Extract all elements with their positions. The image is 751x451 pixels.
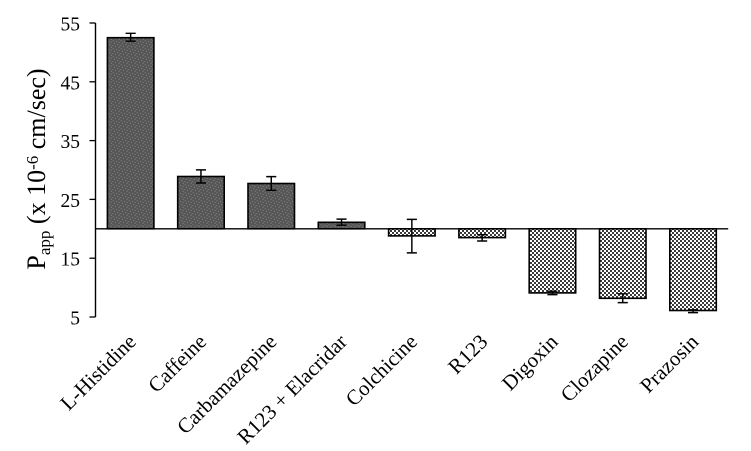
svg-text:L-Histidine: L-Histidine: [55, 329, 140, 414]
svg-text:R123: R123: [443, 329, 492, 378]
svg-text:35: 35: [61, 132, 81, 153]
svg-text:Prazosin: Prazosin: [635, 329, 703, 397]
svg-text:45: 45: [61, 73, 81, 94]
svg-text:Colchicine: Colchicine: [341, 329, 422, 410]
svg-text:Caffeine: Caffeine: [143, 329, 211, 397]
svg-text:25: 25: [61, 191, 81, 212]
svg-text:55: 55: [61, 15, 81, 36]
svg-text:Digoxin: Digoxin: [497, 329, 563, 395]
svg-text:Papp (x 10-6 cm/sec): Papp (x 10-6 cm/sec): [22, 68, 54, 269]
svg-text:15: 15: [61, 250, 81, 271]
svg-text:Clozapine: Clozapine: [556, 329, 633, 406]
svg-text:5: 5: [70, 309, 80, 330]
